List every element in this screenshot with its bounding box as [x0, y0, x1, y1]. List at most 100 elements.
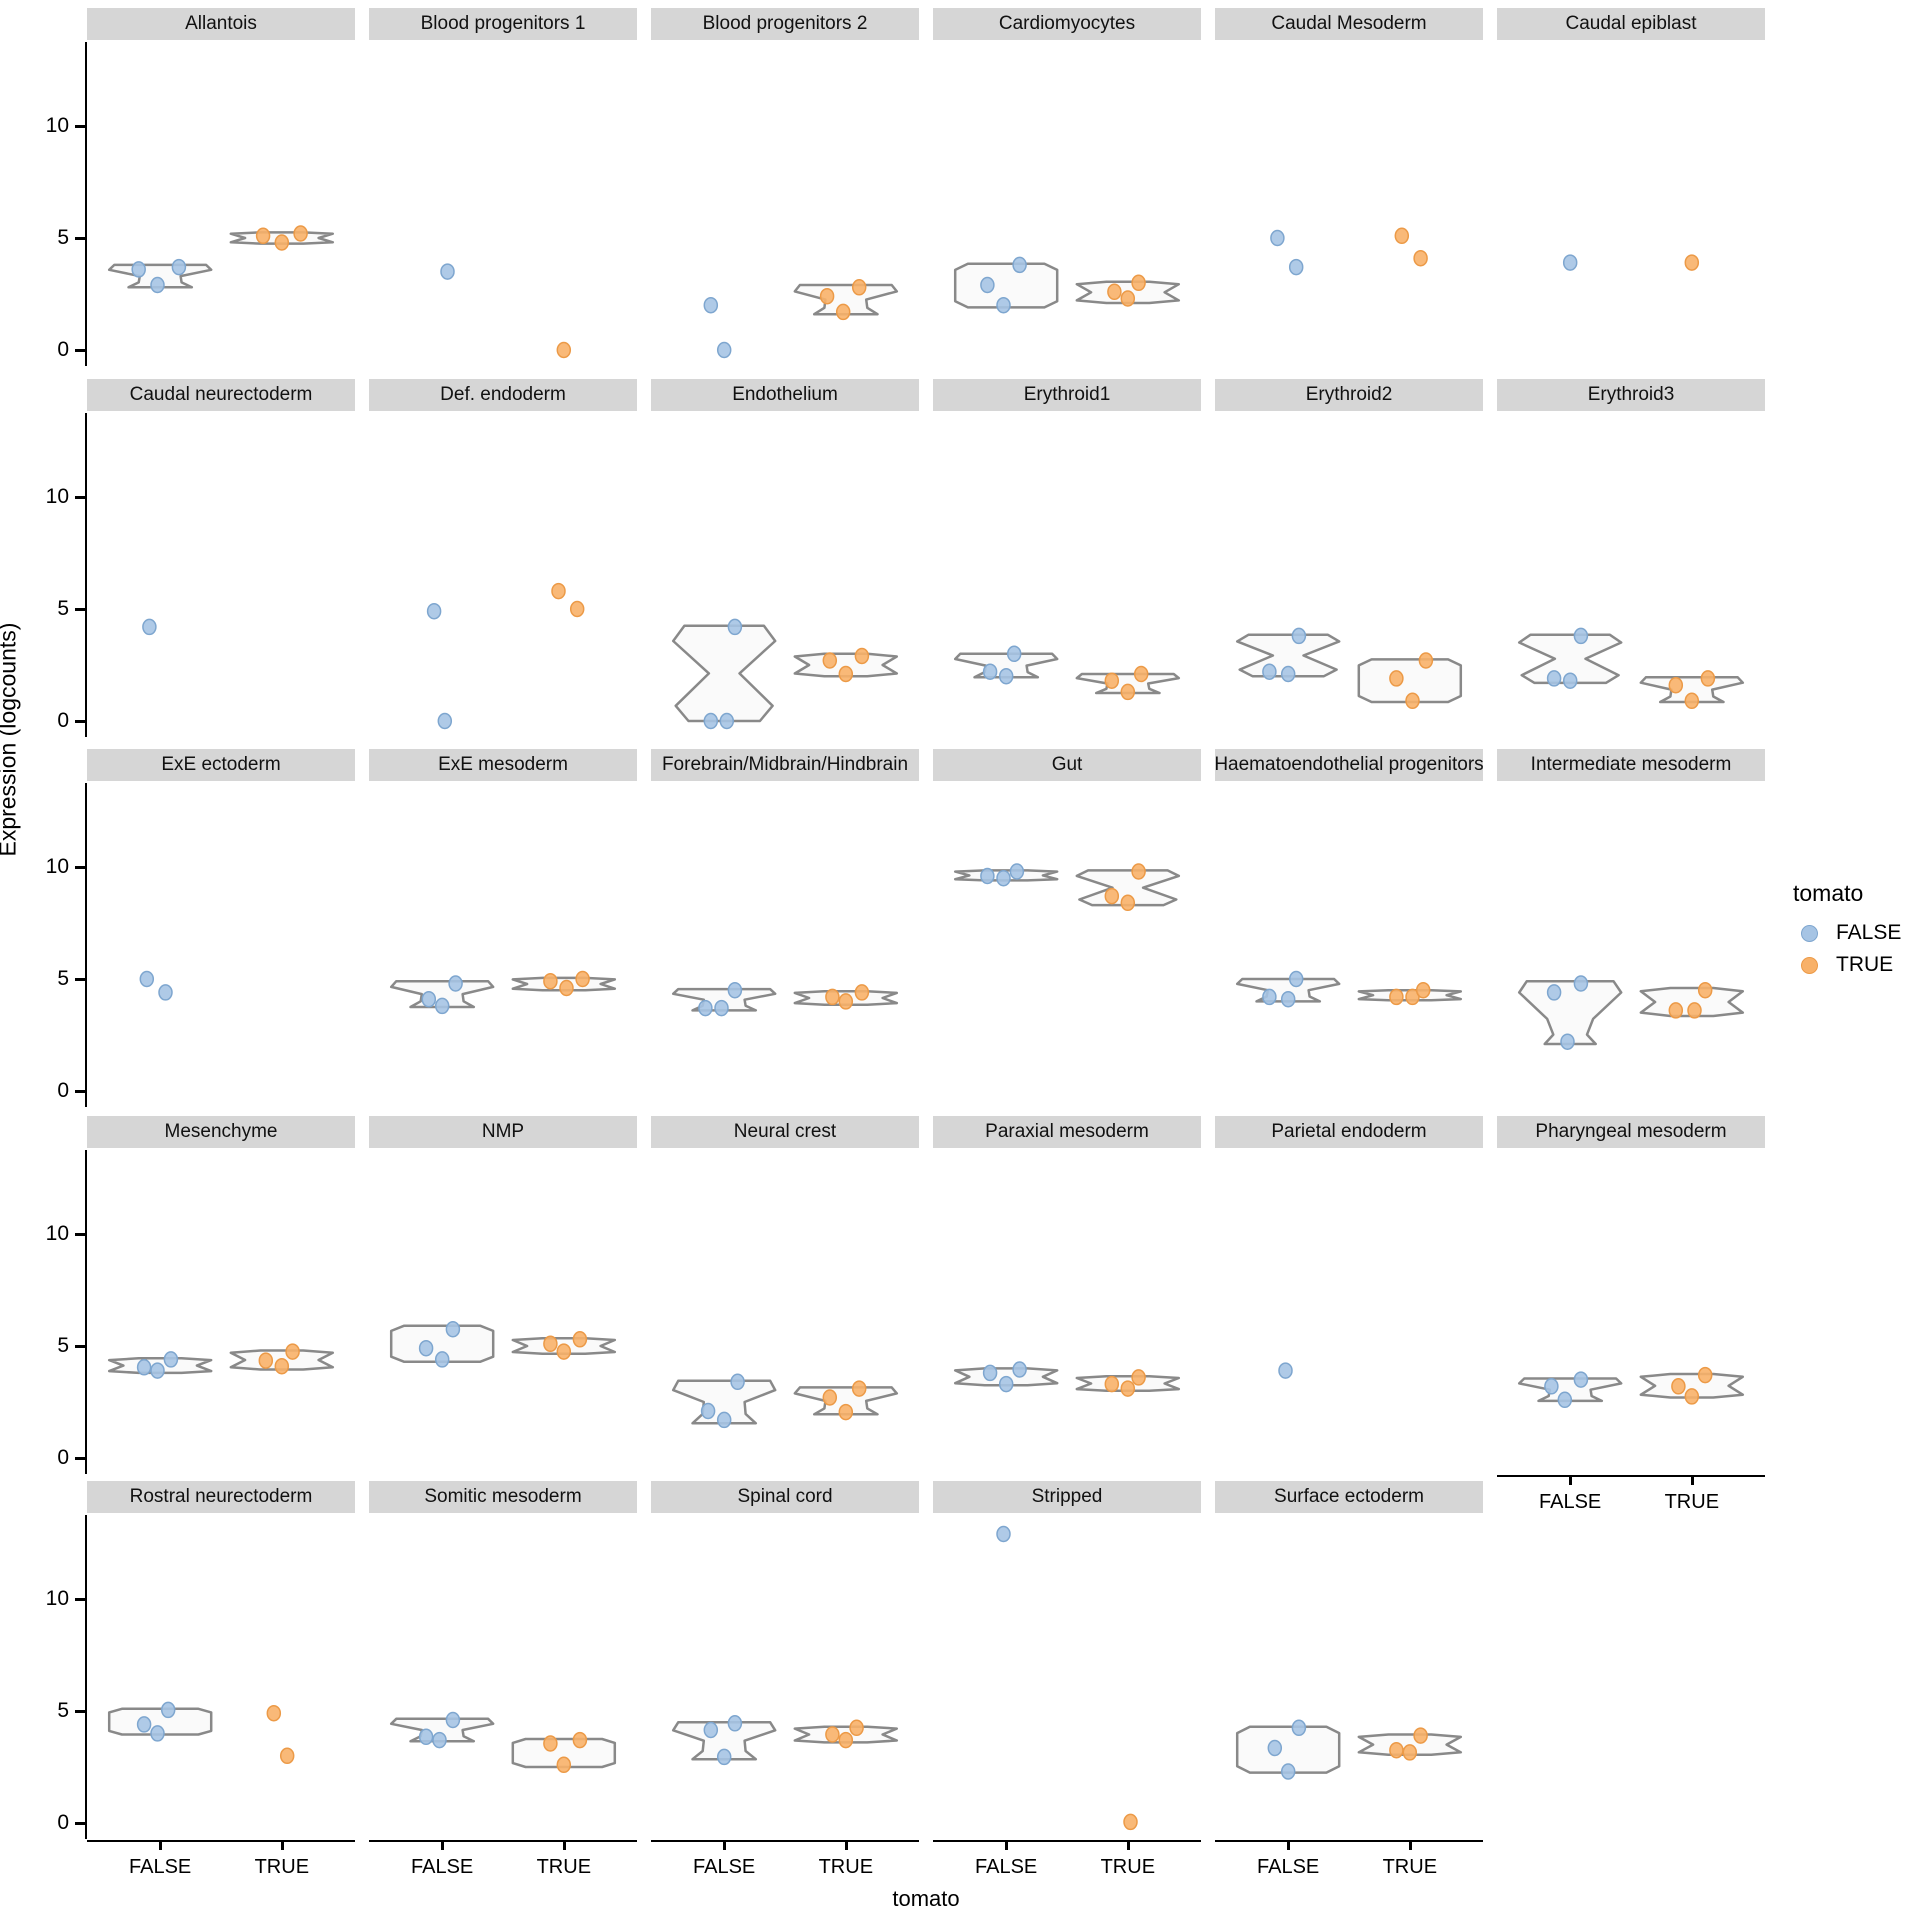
facet-panel — [1517, 627, 1745, 710]
data-point-true — [1684, 1388, 1700, 1405]
y-tick-mark — [75, 1345, 85, 1348]
data-point-true — [1684, 692, 1700, 710]
data-point-true — [1413, 249, 1428, 267]
x-axis-line — [87, 1840, 355, 1842]
facet-panel — [107, 1343, 335, 1379]
facet-strip: ExE ectoderm — [87, 749, 355, 781]
data-point-true — [1684, 254, 1700, 271]
data-point-true — [819, 287, 835, 305]
data-point-false — [445, 1711, 461, 1729]
violin-outline — [671, 1720, 777, 1761]
data-point-true — [1120, 1380, 1136, 1397]
y-tick-label: 5 — [57, 226, 69, 249]
x-tick-mark — [1408, 1842, 1412, 1850]
violin-outline — [1639, 1372, 1745, 1399]
facet-strip-label: Spinal cord — [737, 1486, 833, 1507]
y-tick-label: 10 — [45, 1587, 69, 1610]
data-point-false — [1546, 984, 1562, 1001]
data-point-true — [825, 988, 840, 1006]
y-axis-line — [85, 413, 87, 737]
data-point-false — [730, 1373, 745, 1391]
facet-panel — [389, 1320, 617, 1368]
data-point-true — [1389, 670, 1404, 687]
data-point-true — [1120, 683, 1136, 701]
data-point-true — [556, 341, 572, 359]
facet-panel — [426, 582, 585, 730]
x-tick-label: TRUE — [536, 1856, 592, 1878]
facet-panel — [671, 981, 899, 1017]
data-point-false — [418, 1339, 434, 1357]
facet-strip: Surface ectoderm — [1215, 1481, 1483, 1513]
facet-strip-label: Stripped — [1031, 1486, 1103, 1507]
data-point-true — [822, 1389, 838, 1406]
data-point-true — [854, 984, 870, 1001]
facet-strip: Blood progenitors 1 — [369, 8, 637, 40]
y-tick-label: 0 — [57, 709, 69, 732]
x-tick-mark — [844, 1842, 848, 1850]
facet-panel — [671, 1373, 899, 1429]
legend-swatch-false-icon — [1801, 924, 1818, 942]
facet-strip: Def. endoderm — [369, 379, 637, 411]
data-point-true — [1131, 863, 1146, 880]
legend-items: FALSE TRUE — [1793, 921, 1920, 977]
y-tick-mark — [75, 1233, 85, 1236]
y-tick-mark — [75, 1822, 85, 1825]
data-point-false — [432, 1731, 447, 1749]
data-point-true — [572, 1331, 588, 1348]
x-tick-mark — [280, 1842, 284, 1850]
x-tick-mark — [441, 1842, 445, 1850]
data-point-false — [727, 1715, 743, 1732]
facet-strip-label: Def. endoderm — [440, 384, 566, 405]
data-point-true — [1389, 988, 1404, 1006]
data-point-true — [838, 665, 854, 683]
data-point-true — [556, 1343, 572, 1360]
facet-panel — [1235, 627, 1463, 710]
data-point-false — [1573, 975, 1589, 992]
violin-outline — [107, 1707, 213, 1736]
data-point-false — [1573, 627, 1589, 645]
violin-outline — [1639, 986, 1745, 1018]
data-point-true — [1107, 283, 1122, 301]
data-point-true — [822, 652, 838, 669]
data-point-true — [1389, 1741, 1404, 1759]
facet-strip: Pharyngeal mesoderm — [1497, 1116, 1765, 1148]
data-point-true — [551, 582, 566, 600]
data-point-false — [703, 296, 719, 314]
x-axis-line — [369, 1840, 637, 1842]
facet-strip-label: Rostral neurectoderm — [129, 1486, 313, 1507]
y-tick-label: 5 — [57, 1334, 69, 1357]
facet-strip: Caudal epiblast — [1497, 8, 1765, 40]
data-point-false — [150, 1725, 165, 1742]
facet-panel — [703, 279, 899, 359]
violin-outline — [1235, 633, 1341, 678]
x-tick-mark — [1287, 1842, 1291, 1850]
data-point-false — [1006, 645, 1022, 663]
y-tick-mark — [75, 608, 85, 611]
data-point-false — [714, 999, 729, 1017]
y-axis-line — [85, 1150, 87, 1474]
data-point-false — [445, 1320, 461, 1338]
x-tick-label: FALSE — [1257, 1856, 1320, 1878]
violin-outline — [1357, 658, 1463, 704]
data-point-false — [980, 867, 995, 885]
data-point-false — [998, 1375, 1014, 1393]
facet-strip-label: Forebrain/Midbrain/Hindbrain — [661, 754, 909, 775]
data-point-false — [1267, 1739, 1283, 1757]
facet-strip: Caudal neurectoderm — [87, 379, 355, 411]
facet-panel — [953, 863, 1181, 912]
data-point-false — [1278, 1362, 1293, 1379]
facet-panel — [389, 970, 617, 1015]
data-point-false — [150, 1362, 165, 1379]
data-point-true — [835, 303, 851, 321]
data-point-false — [698, 999, 713, 1017]
y-tick-mark — [75, 125, 85, 128]
y-tick-mark — [75, 978, 85, 981]
y-tick-mark — [75, 496, 85, 499]
facet-strip-label: Allantois — [185, 13, 257, 34]
data-point-true — [279, 1747, 295, 1765]
violin-outline — [953, 262, 1059, 309]
facet-strip: Cardiomyocytes — [933, 8, 1201, 40]
x-tick-label: FALSE — [411, 1856, 474, 1878]
x-tick-label: TRUE — [254, 1856, 310, 1878]
facet-panel — [1270, 227, 1428, 276]
